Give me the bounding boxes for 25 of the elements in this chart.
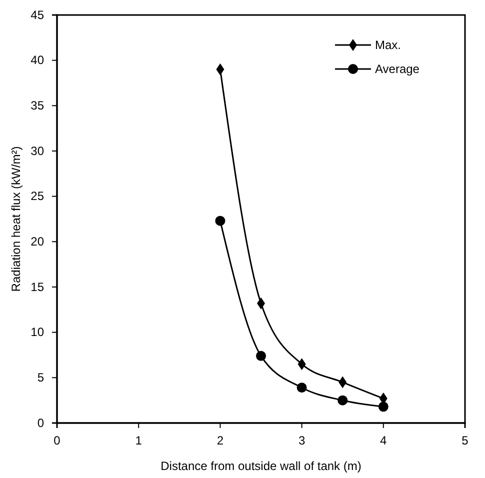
x-tick-label: 2	[216, 434, 224, 448]
point	[215, 216, 226, 226]
x-tick-label: 0	[54, 434, 61, 448]
x-tick-label: 3	[298, 434, 306, 448]
x-tick-label: 1	[135, 434, 142, 448]
y-tick-label: 35	[30, 98, 44, 113]
point	[338, 395, 348, 406]
y-tick-label: 30	[30, 144, 44, 158]
y-tick-label: 25	[30, 189, 44, 204]
legend-label: Max.	[375, 38, 402, 52]
y-tick-label: 5	[37, 370, 44, 385]
x-tick-label: 4	[380, 434, 388, 448]
x-tick-label: 5	[462, 434, 469, 448]
y-tick-label: 45	[30, 8, 44, 22]
y-tick-label: 0	[37, 416, 44, 430]
y-axis-title: Radiation heat flux (kW/m²)	[9, 146, 23, 292]
legend-label: Average	[375, 62, 420, 76]
y-tick-label: 40	[30, 53, 44, 68]
point	[378, 402, 388, 412]
point	[256, 350, 266, 361]
y-tick-label: 10	[30, 325, 44, 340]
point	[296, 382, 307, 393]
y-tick-label: 15	[30, 280, 44, 294]
y-tick-label: 20	[30, 234, 44, 249]
x-axis-title: Distance from outside wall of tank (m)	[160, 459, 362, 473]
